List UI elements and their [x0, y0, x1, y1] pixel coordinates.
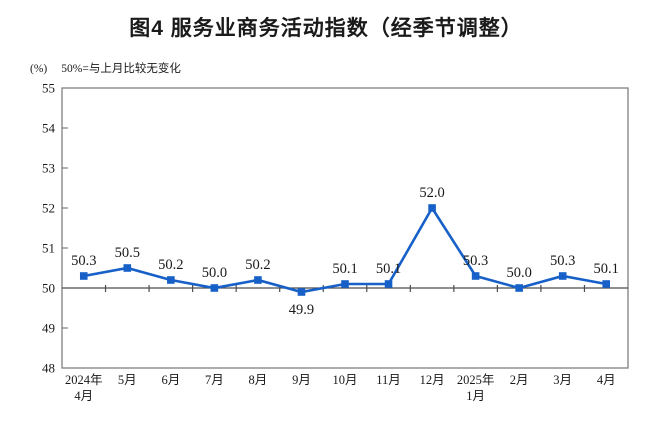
- data-point-marker: [384, 280, 393, 288]
- y-axis-unit-label: (%): [30, 63, 48, 75]
- data-label: 50.2: [158, 257, 183, 273]
- x-tick-label: 8月: [249, 373, 268, 387]
- y-tick-label: 51: [42, 241, 55, 256]
- chart-title: 图4 服务业商务活动指数（经季节调整）: [129, 17, 523, 40]
- data-label: 50.2: [245, 257, 270, 273]
- data-point-marker: [341, 280, 349, 288]
- x-tick-label: 7月: [205, 373, 224, 387]
- reference-note: 50%=与上月比较无变化: [61, 63, 181, 75]
- data-label: 50.0: [506, 265, 531, 281]
- x-tick-label: 11月: [376, 373, 401, 387]
- x-tick-label: 2024年: [65, 373, 103, 387]
- x-tick-label: 5月: [118, 373, 137, 387]
- y-tick-label: 52: [42, 201, 55, 216]
- y-tick-label: 55: [42, 81, 55, 96]
- data-label: 50.5: [115, 245, 140, 261]
- y-tick-label: 50: [42, 281, 55, 296]
- data-point-marker: [515, 284, 523, 292]
- data-point-marker: [167, 276, 175, 284]
- x-tick-label: 12月: [420, 373, 445, 387]
- y-tick-label: 48: [42, 361, 55, 376]
- x-tick-label: 4月: [74, 389, 93, 403]
- data-label: 50.3: [463, 253, 488, 269]
- data-point-marker: [428, 204, 436, 212]
- data-point-marker: [602, 280, 611, 288]
- y-tick-label: 49: [42, 321, 55, 336]
- data-label: 52.0: [419, 185, 444, 201]
- x-tick-label: 1月: [466, 389, 485, 403]
- x-tick-label: 6月: [161, 373, 180, 387]
- x-tick-label: 9月: [292, 373, 311, 387]
- x-tick-label: 10月: [332, 373, 357, 387]
- data-point-marker: [297, 288, 306, 296]
- data-point-marker: [79, 272, 88, 280]
- plot-border: [61, 87, 629, 369]
- data-point-marker: [210, 284, 219, 292]
- y-tick-label: 53: [42, 161, 55, 176]
- y-tick-label: 54: [42, 121, 56, 136]
- data-label: 50.1: [594, 261, 619, 277]
- data-label: 50.3: [71, 253, 96, 269]
- x-tick-label: 2月: [510, 373, 529, 387]
- data-point-marker: [558, 272, 567, 280]
- data-label: 50.0: [202, 265, 227, 281]
- data-label: 49.9: [289, 302, 314, 318]
- data-label: 50.1: [332, 261, 357, 277]
- x-tick-label: 2025年: [457, 373, 495, 387]
- data-point-marker: [471, 272, 480, 280]
- chart-subtitle-row: (%) 50%=与上月比较无变化: [30, 60, 181, 76]
- x-tick-label: 4月: [597, 373, 616, 387]
- data-label: 50.1: [376, 261, 401, 277]
- data-label: 50.3: [550, 253, 575, 269]
- data-point-marker: [254, 276, 262, 284]
- data-point-marker: [123, 264, 132, 272]
- x-tick-label: 3月: [553, 373, 572, 387]
